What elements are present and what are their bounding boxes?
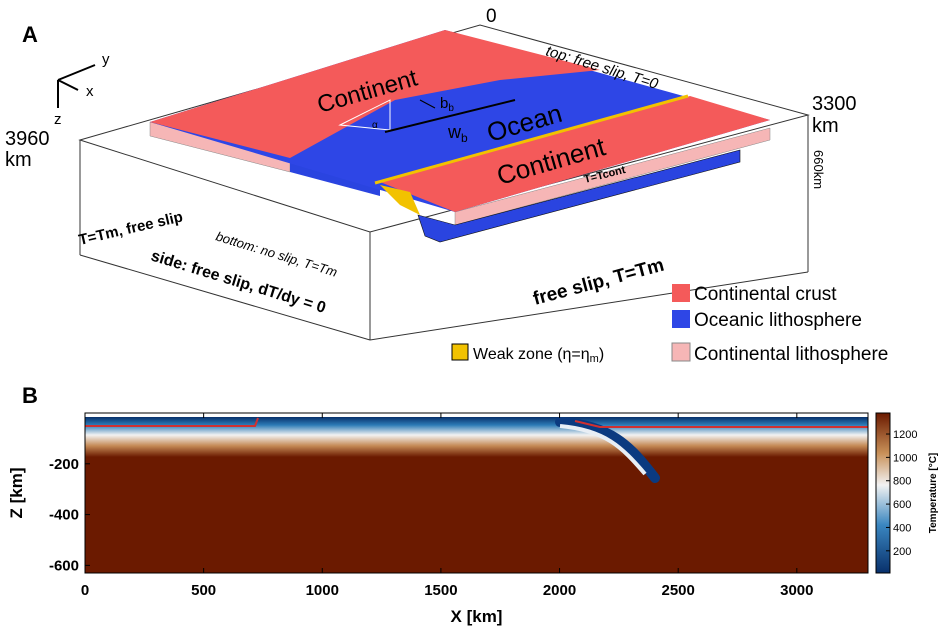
extent-label: 3960 (5, 128, 50, 150)
legend-swatch (671, 342, 691, 362)
slab (417, 149, 741, 243)
param: w (447, 122, 462, 142)
bb-arrow (419, 99, 436, 109)
x-tick-label: 2000 (543, 582, 576, 599)
air (85, 413, 868, 417)
y-axis-label: Z [km] (7, 468, 26, 519)
wb-arrow (384, 99, 516, 133)
param-label: bb (440, 95, 454, 114)
cont-lith-side (454, 127, 771, 226)
crust-boundary (85, 417, 259, 427)
panel-label: B (22, 383, 38, 408)
colorbar-tick-label: 200 (893, 546, 911, 558)
extent-unit: km (5, 149, 32, 171)
extent-unit: km (812, 115, 839, 137)
slab (555, 417, 660, 483)
colorbar-label: Temperature [°C] (928, 453, 939, 534)
colorbar (875, 412, 891, 574)
weak-zone (380, 185, 420, 215)
angle-triangle (338, 99, 391, 131)
panel-a: A y x z 0 3960 km 3300 km top: free slip… (5, 6, 888, 365)
colorbar-tick-label: 400 (893, 522, 911, 534)
continent-upper (150, 30, 600, 158)
panel-label: A (22, 22, 38, 47)
param: b (440, 95, 448, 112)
legend-label: Weak zone (η=ηm) (473, 346, 604, 365)
plot-frame (84, 412, 869, 574)
legend-label: Oceanic lithosphere (694, 310, 862, 331)
x-tick-label: 3000 (780, 582, 813, 599)
y-tick-label: -200 (49, 456, 79, 473)
y-tick-label: -400 (49, 507, 79, 524)
panel-b: B 0 500 1000 1500 2000 2500 3000 -200 -400 -600 X … (7, 383, 939, 626)
crust-boundary (574, 420, 868, 428)
lithosphere (85, 417, 868, 457)
bc-label: free slip, T=Tm (531, 255, 666, 310)
x-tick-label: 1000 (306, 582, 339, 599)
colorbar-tick-label: 1200 (893, 429, 917, 441)
legend-label: Continental crust (694, 284, 837, 305)
colorbar-tick-label: 800 (893, 476, 911, 488)
legend-text: ) (599, 346, 604, 363)
param-label: wb (447, 122, 468, 145)
x-tick-label: 1500 (424, 582, 457, 599)
weak-zone (374, 94, 689, 185)
axis-label: y (102, 51, 110, 68)
axis-label: z (54, 111, 62, 128)
legend-swatch (672, 310, 690, 328)
angle-label: α (372, 120, 378, 131)
legend-swatch (451, 343, 469, 361)
triad (57, 64, 96, 108)
legend-sub: m (590, 353, 599, 365)
param-sub: b (448, 103, 454, 114)
extent-label: 3300 (812, 93, 857, 115)
slab-core (559, 424, 647, 476)
x-axis-label: X [km] (451, 607, 503, 626)
legend-text: Weak zone (η=η (473, 346, 590, 363)
origin-label: 0 (486, 6, 497, 27)
x-tick-label: 2500 (661, 582, 694, 599)
bc-label: T=Tm, free slip (77, 208, 184, 248)
colorbar-tick-label: 1000 (893, 452, 917, 464)
axis-label: x (86, 83, 94, 100)
depth-label: 660km (811, 150, 826, 189)
continent-lower (380, 96, 770, 212)
param-sub: b (461, 131, 468, 145)
legend-label: Continental lithosphere (694, 344, 888, 365)
legend-swatch (672, 284, 690, 302)
x-tick-label: 0 (81, 582, 89, 599)
colorbar-tick-label: 600 (893, 499, 911, 511)
y-tick-label: -600 (49, 557, 79, 574)
x-tick-label: 500 (191, 582, 216, 599)
